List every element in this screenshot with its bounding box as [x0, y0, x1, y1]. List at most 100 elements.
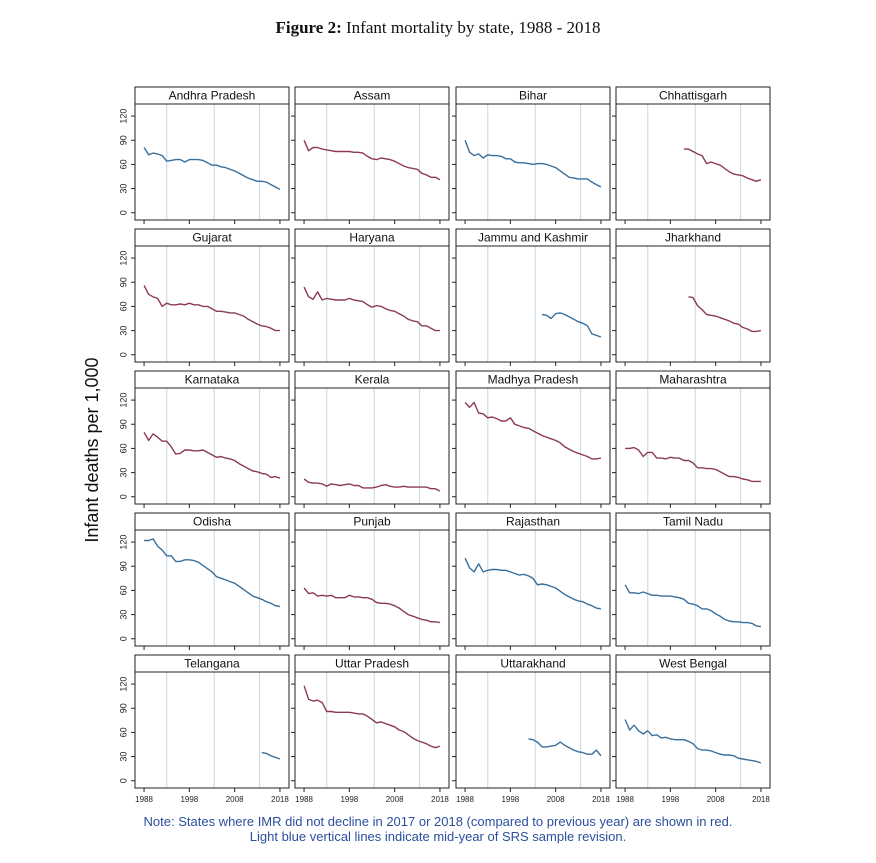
note: Note: States where IMR did not decline i… — [0, 814, 876, 844]
y-tick-label: 0 — [118, 352, 128, 357]
panel: Bihar — [452, 86, 611, 224]
series-line — [464, 557, 602, 610]
panel: Gujarat 0 30 60 90 120 — [118, 228, 290, 366]
x-tick-label: 1998 — [180, 795, 198, 804]
panel-title: Haryana — [349, 231, 395, 245]
y-tick-label: 30 — [118, 326, 128, 336]
series-line — [688, 296, 762, 333]
panel: Odisha 0 30 60 90 120 — [118, 512, 290, 650]
panel-frame — [615, 387, 771, 505]
y-tick-label: 90 — [118, 135, 128, 145]
panel-title: Jharkhand — [665, 231, 721, 245]
series-line — [303, 140, 441, 181]
y-tick-label: 90 — [118, 703, 128, 713]
panel: Madhya Pradesh — [452, 370, 611, 508]
panel-title: Uttar Pradesh — [335, 657, 409, 671]
panel-title: Gujarat — [192, 231, 232, 245]
y-tick-label: 60 — [118, 443, 128, 453]
panel-title: Uttarakhand — [500, 657, 565, 671]
panel: Chhattisgarh — [612, 86, 771, 224]
panel: Andhra Pradesh 0 30 60 90 120 — [118, 86, 290, 224]
x-tick-label: 2008 — [386, 795, 404, 804]
panel-frame — [455, 387, 611, 505]
panel: Tamil Nadu — [612, 512, 771, 650]
panel-frame — [134, 387, 290, 505]
panel: Uttar Pradesh 1988 1998 2008 2018 — [291, 654, 450, 804]
panel-frame — [455, 103, 611, 221]
panel-title: Madhya Pradesh — [488, 373, 579, 387]
y-tick-label: 60 — [118, 585, 128, 595]
x-tick-label: 1988 — [295, 795, 313, 804]
x-tick-label: 1988 — [616, 795, 634, 804]
y-tick-label: 120 — [118, 535, 128, 550]
y-tick-label: 120 — [118, 251, 128, 266]
x-tick-label: 1998 — [661, 795, 679, 804]
series-line — [143, 147, 281, 191]
panel: Rajasthan — [452, 512, 611, 650]
panel-title: Punjab — [353, 515, 391, 529]
y-tick-label: 0 — [118, 778, 128, 783]
y-tick-label: 30 — [118, 184, 128, 194]
series-line — [144, 538, 281, 608]
panel: Punjab — [291, 512, 450, 650]
panel-frame — [615, 671, 771, 789]
x-tick-label: 1998 — [501, 795, 519, 804]
y-tick-label: 60 — [118, 159, 128, 169]
series-line — [624, 584, 762, 628]
x-tick-label: 2008 — [547, 795, 565, 804]
panel: Assam — [291, 86, 450, 224]
series-line — [683, 148, 762, 182]
panel-title: Maharashtra — [659, 373, 727, 387]
panel-title: Telangana — [184, 657, 240, 671]
panel: Jharkhand — [612, 228, 771, 366]
series-line — [143, 431, 281, 479]
series-line — [303, 286, 440, 332]
panel-title: Chhattisgarh — [659, 89, 727, 103]
x-tick-label: 1998 — [340, 795, 358, 804]
panel: Kerala — [291, 370, 450, 508]
panel-frame — [294, 529, 450, 647]
panel-title: Tamil Nadu — [663, 515, 723, 529]
series-line — [528, 738, 602, 757]
panel-frame — [134, 671, 290, 789]
panel-title: Jammu and Kashmir — [478, 231, 588, 245]
y-tick-label: 0 — [118, 494, 128, 499]
series-line — [625, 446, 761, 483]
series-line — [624, 719, 762, 764]
title-text: Infant mortality by state, 1988 - 2018 — [346, 18, 601, 37]
x-tick-label: 2018 — [431, 795, 449, 804]
panel: Telangana 0 30 60 90 120 1988 1998 2008 2018 — [118, 654, 290, 804]
panel-title: Rajasthan — [506, 515, 560, 529]
y-tick-label: 120 — [118, 393, 128, 408]
y-tick-label: 90 — [118, 561, 128, 571]
panel-title: Odisha — [193, 515, 231, 529]
series-line — [303, 478, 441, 492]
panel-title: Andhra Pradesh — [169, 89, 256, 103]
series-line — [541, 312, 602, 338]
x-tick-label: 2018 — [752, 795, 770, 804]
x-tick-label: 1988 — [135, 795, 153, 804]
title-label: Figure 2: — [275, 18, 342, 37]
panel-frame — [455, 245, 611, 363]
series-line — [303, 685, 441, 749]
panel-frame — [294, 387, 450, 505]
x-tick-label: 1988 — [456, 795, 474, 804]
panel-frame — [294, 671, 450, 789]
y-tick-label: 90 — [118, 277, 128, 287]
panel-frame — [134, 529, 290, 647]
panel-frame — [455, 671, 611, 789]
x-tick-label: 2008 — [707, 795, 725, 804]
panel: Haryana — [291, 228, 450, 366]
panel-frame — [134, 103, 290, 221]
series-line — [303, 587, 441, 624]
y-tick-label: 120 — [118, 109, 128, 124]
y-axis-label: Infant deaths per 1,000 — [82, 357, 102, 542]
x-tick-label: 2018 — [271, 795, 289, 804]
x-tick-label: 2008 — [226, 795, 244, 804]
panel-frame — [615, 529, 771, 647]
panel-frame — [615, 103, 771, 221]
y-tick-label: 0 — [118, 636, 128, 641]
panel: West Bengal 1988 1998 2008 2018 — [612, 654, 771, 804]
series-line — [464, 401, 602, 460]
